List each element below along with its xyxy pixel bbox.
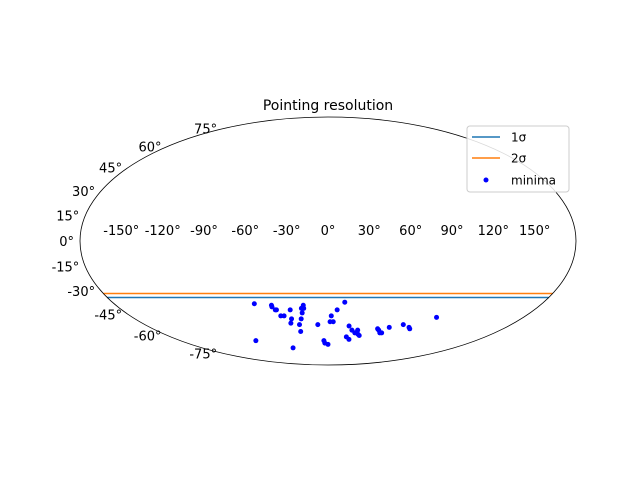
minima-point (253, 338, 259, 344)
lon-tick-label: 0° (321, 224, 336, 239)
minima-point (315, 322, 321, 328)
minima-point (400, 322, 406, 328)
minima-point (273, 307, 279, 313)
minima-point (328, 313, 334, 319)
scatter-layer (251, 299, 440, 351)
minima-point (290, 345, 296, 351)
minima-point (346, 336, 352, 342)
minima-point (300, 302, 306, 308)
minima-point (268, 302, 274, 308)
minima-point (287, 307, 293, 313)
minima-point (334, 307, 340, 313)
lon-tick-label: -90° (190, 224, 218, 239)
tick-label-layer: -150° -120° -90° -60° -30° 0° 30° 60° 90° 120° 150… (52, 123, 551, 363)
plot-boundary (79, 116, 577, 366)
legend-label-2sigma: 2σ (511, 152, 527, 166)
minima-point (342, 299, 348, 305)
lon-tick-label: 60° (399, 224, 422, 239)
minima-point (299, 310, 305, 316)
minima-point (298, 329, 304, 335)
lon-tick-label: -60° (231, 224, 259, 239)
lon-tick-label: -30° (273, 224, 301, 239)
minima-point (297, 322, 303, 328)
minima-point (298, 316, 304, 322)
minima-point (281, 313, 287, 319)
lon-tick-label: -120° (145, 224, 181, 239)
lat-tick-label: 15° (56, 210, 79, 225)
legend-label-1sigma: 1σ (511, 131, 527, 145)
legend-frame (466, 125, 570, 193)
minima-point (434, 314, 440, 320)
lon-tick-label: 30° (358, 224, 381, 239)
minima-point (251, 301, 257, 307)
lat-tick-label: 30° (72, 185, 95, 200)
lat-tick-label: -75° (189, 347, 217, 362)
minima-point (346, 323, 352, 329)
legend-swatch-minima (483, 177, 489, 183)
lon-tick-label: 120° (478, 224, 509, 239)
lat-tick-label: 60° (138, 141, 161, 156)
lon-tick-label: 90° (440, 224, 463, 239)
lat-tick-label: -60° (134, 330, 162, 345)
minima-point (289, 316, 295, 322)
minima-point (355, 327, 361, 333)
minima-point (386, 324, 392, 330)
lat-tick-label: -30° (67, 285, 95, 300)
minima-point (379, 330, 385, 336)
minima-point (288, 320, 294, 326)
chart-title: Pointing resolution (263, 98, 393, 114)
minima-point (356, 333, 362, 339)
lat-tick-label: 45° (99, 162, 122, 177)
lat-tick-label: -15° (52, 260, 80, 275)
minima-point (330, 319, 336, 325)
lat-tick-label: 75° (194, 123, 217, 138)
lon-tick-label: 150° (519, 224, 550, 239)
lat-tick-label: 0° (59, 235, 74, 250)
legend: 1σ 2σ minima (466, 125, 570, 193)
contour-layer (103, 292, 553, 299)
lat-tick-label: -45° (94, 308, 122, 323)
minima-point (325, 341, 331, 347)
lon-tick-label: -150° (103, 224, 139, 239)
legend-label-minima: minima (511, 174, 556, 188)
minima-point (407, 326, 413, 332)
